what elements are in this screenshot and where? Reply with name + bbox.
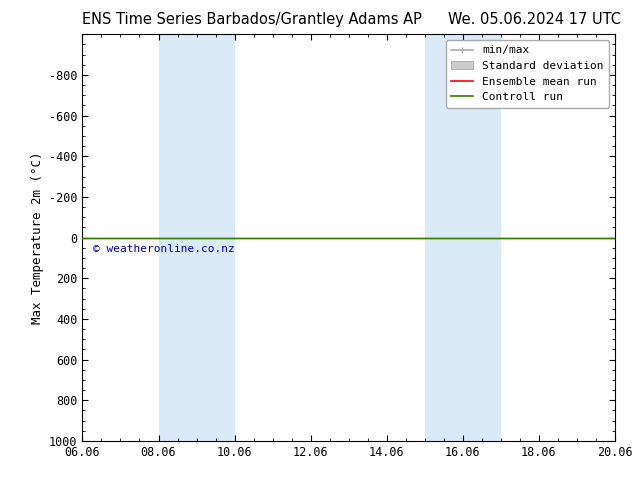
Bar bbox=[425, 34, 501, 441]
Bar bbox=[158, 34, 235, 441]
Text: We. 05.06.2024 17 UTC: We. 05.06.2024 17 UTC bbox=[448, 12, 621, 27]
Y-axis label: Max Temperature 2m (°C): Max Temperature 2m (°C) bbox=[30, 151, 44, 324]
Legend: min/max, Standard deviation, Ensemble mean run, Controll run: min/max, Standard deviation, Ensemble me… bbox=[446, 40, 609, 108]
Text: ENS Time Series Barbados/Grantley Adams AP: ENS Time Series Barbados/Grantley Adams … bbox=[82, 12, 422, 27]
Text: © weatheronline.co.nz: © weatheronline.co.nz bbox=[93, 244, 235, 254]
